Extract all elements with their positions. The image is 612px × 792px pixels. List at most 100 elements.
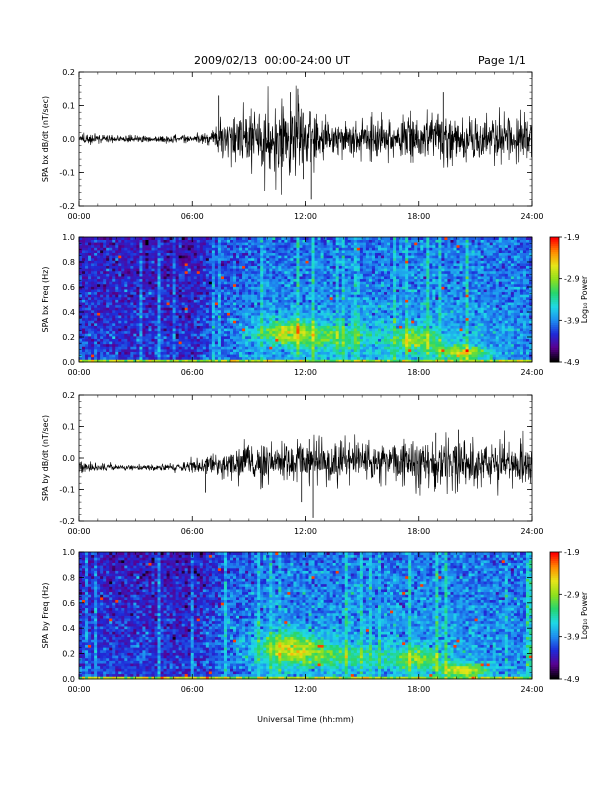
spectrogram-cell <box>142 242 146 246</box>
spectrogram-cell <box>172 325 177 329</box>
spectrogram-cell <box>311 338 315 342</box>
spectrogram-cell <box>130 239 134 243</box>
spectrogram-cell <box>148 265 152 269</box>
spectrogram-cell <box>314 250 318 254</box>
spectrogram-cell <box>332 257 337 261</box>
spectrogram-cell <box>169 263 174 267</box>
spectrogram-cell <box>305 255 309 259</box>
spectrogram-cell <box>362 296 367 300</box>
spectrogram-cell <box>91 242 95 246</box>
spectrogram-cell <box>263 276 267 280</box>
spectrogram-cell <box>169 312 174 316</box>
spectrogram-cell <box>187 356 192 360</box>
spectrogram-cell <box>317 348 321 352</box>
spectrogram-cell <box>260 309 264 313</box>
spectrogram-cell <box>169 309 174 313</box>
spectrogram-cell <box>109 289 113 293</box>
spectrogram-cell <box>272 359 276 363</box>
spectrogram-cell <box>142 328 146 332</box>
spectrogram-cell <box>85 273 89 277</box>
spectrogram-cell <box>208 320 213 324</box>
spectrogram-cell <box>190 281 195 285</box>
spectrogram-cell <box>362 343 367 347</box>
spectrogram-cell <box>293 242 297 246</box>
spectrogram-cell <box>85 281 89 285</box>
spectrogram-cell <box>118 341 122 345</box>
spectrogram-cell <box>109 320 113 324</box>
spectrogram-cell <box>254 341 258 345</box>
spectrogram-cell <box>217 255 222 259</box>
spectrogram-cell <box>148 341 152 345</box>
spectrogram-cell <box>193 281 198 285</box>
spectrogram-cell <box>103 260 107 264</box>
spectrogram-cell <box>160 307 164 311</box>
spectrogram-cell <box>166 289 170 293</box>
spectrogram-cell <box>163 317 167 321</box>
spectrogram-cell <box>163 348 167 352</box>
spectrogram-cell <box>175 338 180 342</box>
spectrogram-cell <box>356 270 361 274</box>
spectrogram-cell <box>381 330 385 334</box>
spectrogram-cell <box>208 338 213 342</box>
spectrogram-cell <box>332 322 337 326</box>
spectrogram-cell <box>109 315 113 319</box>
spectrogram-cell <box>205 322 210 326</box>
spectrogram-cell <box>178 335 183 339</box>
spectrogram-cell <box>332 273 337 277</box>
spectrogram-cell <box>278 302 282 306</box>
spectrogram-cell <box>305 304 309 308</box>
spectrogram-cell <box>157 309 161 313</box>
spectrogram-cell <box>193 354 198 358</box>
spectrogram-cell <box>97 359 101 363</box>
spectrogram-cell <box>154 244 158 248</box>
spectrogram-cell <box>317 260 321 264</box>
spectrogram-cell <box>320 359 325 363</box>
spectrogram-cell <box>356 346 361 350</box>
spectrogram-cell <box>305 268 309 272</box>
spectrogram-cell <box>106 299 110 303</box>
spectrogram-cell <box>302 304 306 308</box>
spectrogram-cell <box>353 333 358 337</box>
spectrogram-cell <box>154 333 158 337</box>
spectrogram-cell <box>359 338 364 342</box>
spectrogram-cell <box>308 286 312 290</box>
spectrogram-cell <box>130 296 134 300</box>
spectrogram-cell <box>290 335 294 339</box>
spectrogram-cell <box>359 302 364 306</box>
spectrogram-cell <box>311 291 315 295</box>
spectrogram-cell <box>251 250 255 254</box>
spectrogram-cell <box>377 328 382 332</box>
spectrogram-cell <box>236 315 240 319</box>
spectrogram-cell <box>112 244 116 248</box>
spectrogram-cell <box>329 281 334 285</box>
spectrogram-cell <box>118 317 122 321</box>
spectrogram-cell <box>118 354 122 358</box>
spectrogram-cell <box>136 265 140 269</box>
spectrogram-cell <box>269 356 273 360</box>
spectrogram-cell <box>97 263 101 267</box>
spectrogram-cell <box>106 244 110 248</box>
spectrogram-cell <box>169 343 174 347</box>
spectrogram-cell <box>142 302 146 306</box>
spectrogram-cell <box>166 341 170 345</box>
spectrogram-cell <box>85 257 89 261</box>
spectrogram-cell <box>353 343 358 347</box>
spectrogram-cell <box>115 302 119 306</box>
spectrogram-cell <box>202 260 207 264</box>
spectrogram-cell <box>320 320 325 324</box>
spectrogram-cell <box>196 247 201 251</box>
spectrogram-cell <box>374 263 379 267</box>
spectrogram-cell <box>214 273 219 277</box>
spectrogram-cell <box>157 307 161 311</box>
spectrogram-cell <box>208 273 213 277</box>
spectrogram-cell <box>314 320 318 324</box>
spectrogram-cell <box>251 351 255 355</box>
spectrogram-cell <box>199 315 204 319</box>
spectrogram-cell <box>233 294 237 298</box>
spectrogram-cell <box>377 270 382 274</box>
spectrogram-cell <box>239 348 243 352</box>
spectrogram-cell <box>166 328 170 332</box>
spectrogram-cell <box>266 291 270 295</box>
spectrogram-cell <box>377 348 382 352</box>
